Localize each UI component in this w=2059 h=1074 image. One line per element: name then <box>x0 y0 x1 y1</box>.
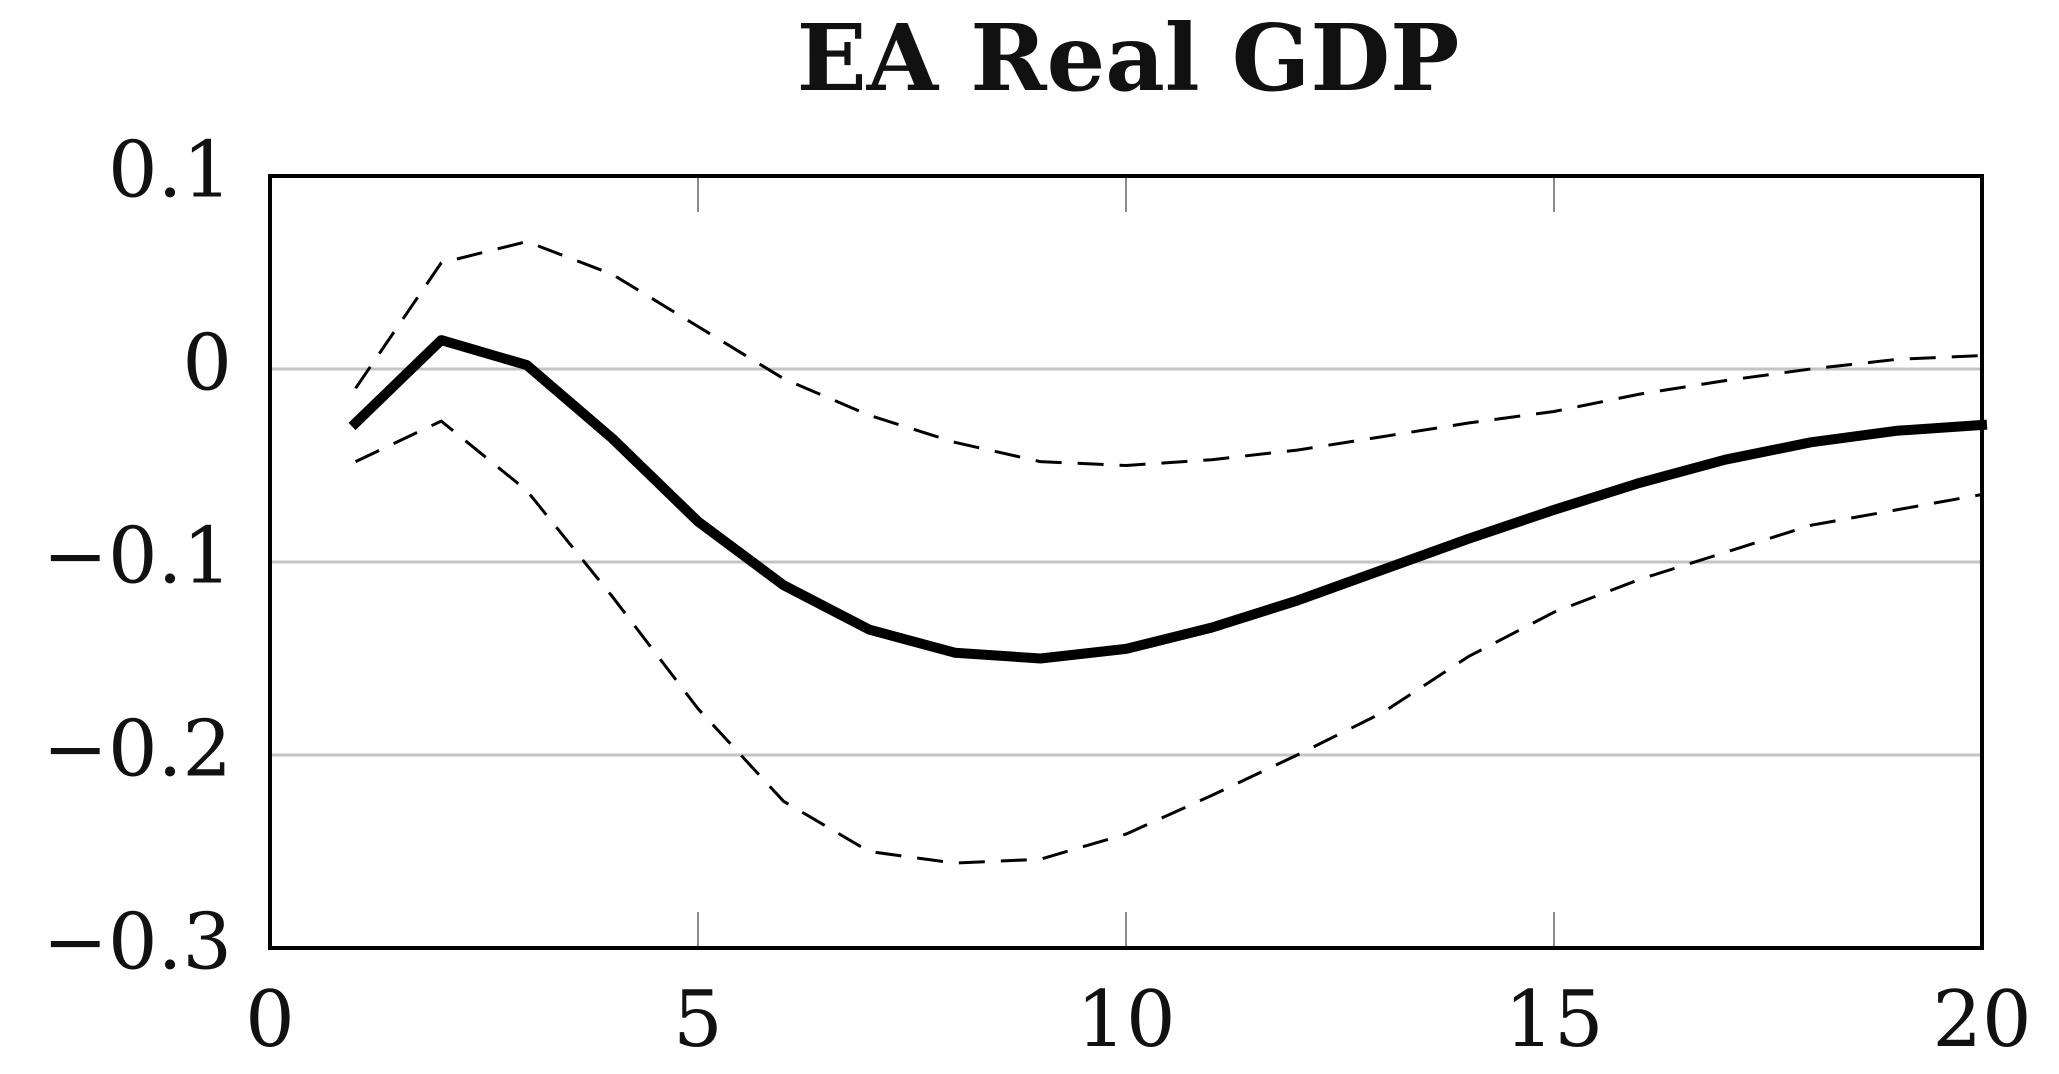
y-tick-label-3: −0.2 <box>43 705 232 795</box>
series-line-dashed-2 <box>354 419 1983 865</box>
x-tick-label-0: 0 <box>245 975 295 1065</box>
chart-title: EA Real GDP <box>797 4 1460 112</box>
y-tick-labels: 0.1 0 −0.1 −0.2 −0.3 <box>43 126 232 988</box>
y-tick-label-1: 0 <box>182 319 232 409</box>
series-group <box>348 240 1988 865</box>
series-line-dashed-1 <box>354 240 1983 467</box>
plot-frame <box>268 174 1984 950</box>
x-tick-marks <box>697 176 1555 948</box>
y-tick-label-2: −0.1 <box>43 512 232 602</box>
y-tick-label-0: 0.1 <box>108 126 232 216</box>
series-line-main-0 <box>348 335 1988 664</box>
grid-lines <box>270 367 1982 757</box>
x-tick-label-2: 10 <box>1076 975 1175 1065</box>
x-tick-label-3: 15 <box>1504 975 1603 1065</box>
x-tick-label-1: 5 <box>673 975 723 1065</box>
y-tick-label-4: −0.3 <box>43 898 232 988</box>
x-tick-labels: 0 5 10 15 20 <box>245 975 2031 1065</box>
x-tick-label-4: 20 <box>1932 975 2031 1065</box>
